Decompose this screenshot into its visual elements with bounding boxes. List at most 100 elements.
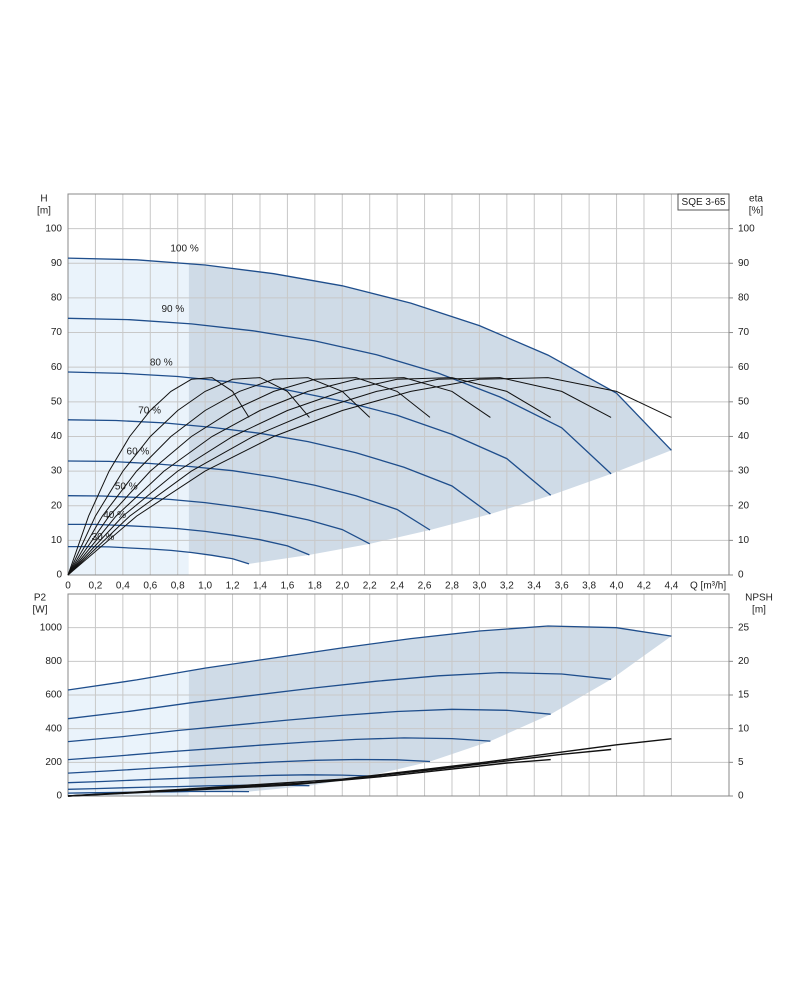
y2-tick-label: 30 xyxy=(738,466,750,477)
y2-tick-label: 20 xyxy=(738,656,750,667)
y-tick-label: 10 xyxy=(51,535,63,546)
y2-tick-label: 5 xyxy=(738,757,744,768)
secondary-curve xyxy=(67,377,491,576)
secondary-curve xyxy=(67,377,551,576)
operating-region xyxy=(188,263,672,564)
curve xyxy=(67,671,612,720)
y2-tick-label: 100 xyxy=(738,223,755,234)
y-tick-label: 0 xyxy=(56,791,62,802)
y2-tick-label: 20 xyxy=(738,500,750,511)
plot-frame xyxy=(67,193,730,576)
x-tick-label: 0 xyxy=(65,581,71,592)
secondary-curve xyxy=(67,377,310,576)
y-tick-label: 90 xyxy=(51,258,63,269)
speed-label: 80 % xyxy=(150,358,173,369)
y2-axis-unit: [m] xyxy=(752,605,766,616)
curve xyxy=(67,737,491,761)
y2-tick-label: 0 xyxy=(738,791,744,802)
x-tick-label: 4,0 xyxy=(610,581,624,592)
x-tick-label: 4,2 xyxy=(637,581,651,592)
y2-tick-label: 90 xyxy=(738,258,750,269)
secondary-curve xyxy=(67,377,371,576)
curve xyxy=(68,545,250,565)
secondary-curve xyxy=(67,377,250,576)
x-tick-label: 1,4 xyxy=(253,581,267,592)
curve xyxy=(67,758,431,774)
x-tick-label: 3,2 xyxy=(500,581,514,592)
y2-axis-title: eta xyxy=(749,194,763,205)
y-tick-label: 40 xyxy=(51,431,63,442)
secondary-curve xyxy=(67,377,672,576)
y-axis-title: H xyxy=(40,194,47,205)
secondary-curve xyxy=(67,377,431,576)
curve xyxy=(67,774,370,784)
y2-tick-label: 70 xyxy=(738,327,750,338)
y2-axis-title: NPSH xyxy=(745,593,773,604)
y2-tick-label: 80 xyxy=(738,293,750,304)
y-axis-unit: [m] xyxy=(37,206,51,217)
curve xyxy=(67,625,672,691)
plot-frame xyxy=(67,593,730,797)
x-tick-label: 2,2 xyxy=(363,581,377,592)
y-tick-label: 20 xyxy=(51,500,63,511)
y-tick-label: 50 xyxy=(51,396,63,407)
x-tick-label: 1,8 xyxy=(308,581,322,592)
secondary-curve xyxy=(67,377,612,576)
x-tick-label: 1,2 xyxy=(226,581,240,592)
x-tick-label: 3,0 xyxy=(472,581,486,592)
model-label: SQE 3-65 xyxy=(682,197,726,208)
y2-tick-label: 0 xyxy=(738,570,744,581)
x-tick-label: 2,4 xyxy=(390,581,404,592)
secondary-curve xyxy=(67,738,672,797)
operating-region xyxy=(188,625,672,792)
low-flow-region xyxy=(68,670,189,796)
x-tick-label: 0,2 xyxy=(88,581,102,592)
x-tick-label: 3,4 xyxy=(527,581,541,592)
y2-tick-label: 15 xyxy=(738,690,750,701)
curve xyxy=(67,419,491,515)
y2-tick-label: 10 xyxy=(738,723,750,734)
curve xyxy=(67,708,551,743)
speed-label: 100 % xyxy=(170,244,198,255)
y-tick-label: 600 xyxy=(45,690,62,701)
y-axis-title: P2 xyxy=(34,593,47,604)
y2-tick-label: 50 xyxy=(738,396,750,407)
y-axis-unit: [W] xyxy=(33,605,48,616)
x-tick-label: 3,6 xyxy=(555,581,569,592)
y2-tick-label: 25 xyxy=(738,622,750,633)
x-tick-label: 3,8 xyxy=(582,581,596,592)
y-tick-label: 30 xyxy=(51,466,63,477)
x-tick-label: 2,8 xyxy=(445,581,459,592)
x-tick-label: 0,6 xyxy=(143,581,157,592)
y-tick-label: 100 xyxy=(45,223,62,234)
secondary-curve xyxy=(67,758,551,797)
curve xyxy=(67,317,612,475)
y-tick-label: 0 xyxy=(56,570,62,581)
y2-tick-label: 60 xyxy=(738,362,750,373)
y2-tick-label: 40 xyxy=(738,431,750,442)
speed-label: 90 % xyxy=(162,304,185,315)
y-tick-label: 1000 xyxy=(40,622,63,633)
y-tick-label: 60 xyxy=(51,362,63,373)
y-tick-label: 200 xyxy=(45,757,62,768)
speed-label: 50 % xyxy=(115,481,138,492)
y2-axis-unit: [%] xyxy=(749,206,764,217)
x-tick-label: 1,0 xyxy=(198,581,212,592)
x-tick-label: 0,4 xyxy=(116,581,130,592)
speed-label: 40 % xyxy=(103,510,126,521)
y2-tick-label: 10 xyxy=(738,535,750,546)
curve xyxy=(67,257,672,451)
y-tick-label: 400 xyxy=(45,723,62,734)
curve xyxy=(67,371,552,496)
model-box xyxy=(677,193,730,211)
x-tick-label: 0,8 xyxy=(171,581,185,592)
x-axis-title: Q [m³/h] xyxy=(690,581,726,592)
x-tick-label: 4,4 xyxy=(664,581,678,592)
y-tick-label: 80 xyxy=(51,293,63,304)
x-tick-label: 2,6 xyxy=(418,581,432,592)
x-tick-label: 1,6 xyxy=(280,581,294,592)
curve xyxy=(67,495,370,545)
y-tick-label: 800 xyxy=(45,656,62,667)
y-tick-label: 70 xyxy=(51,327,63,338)
